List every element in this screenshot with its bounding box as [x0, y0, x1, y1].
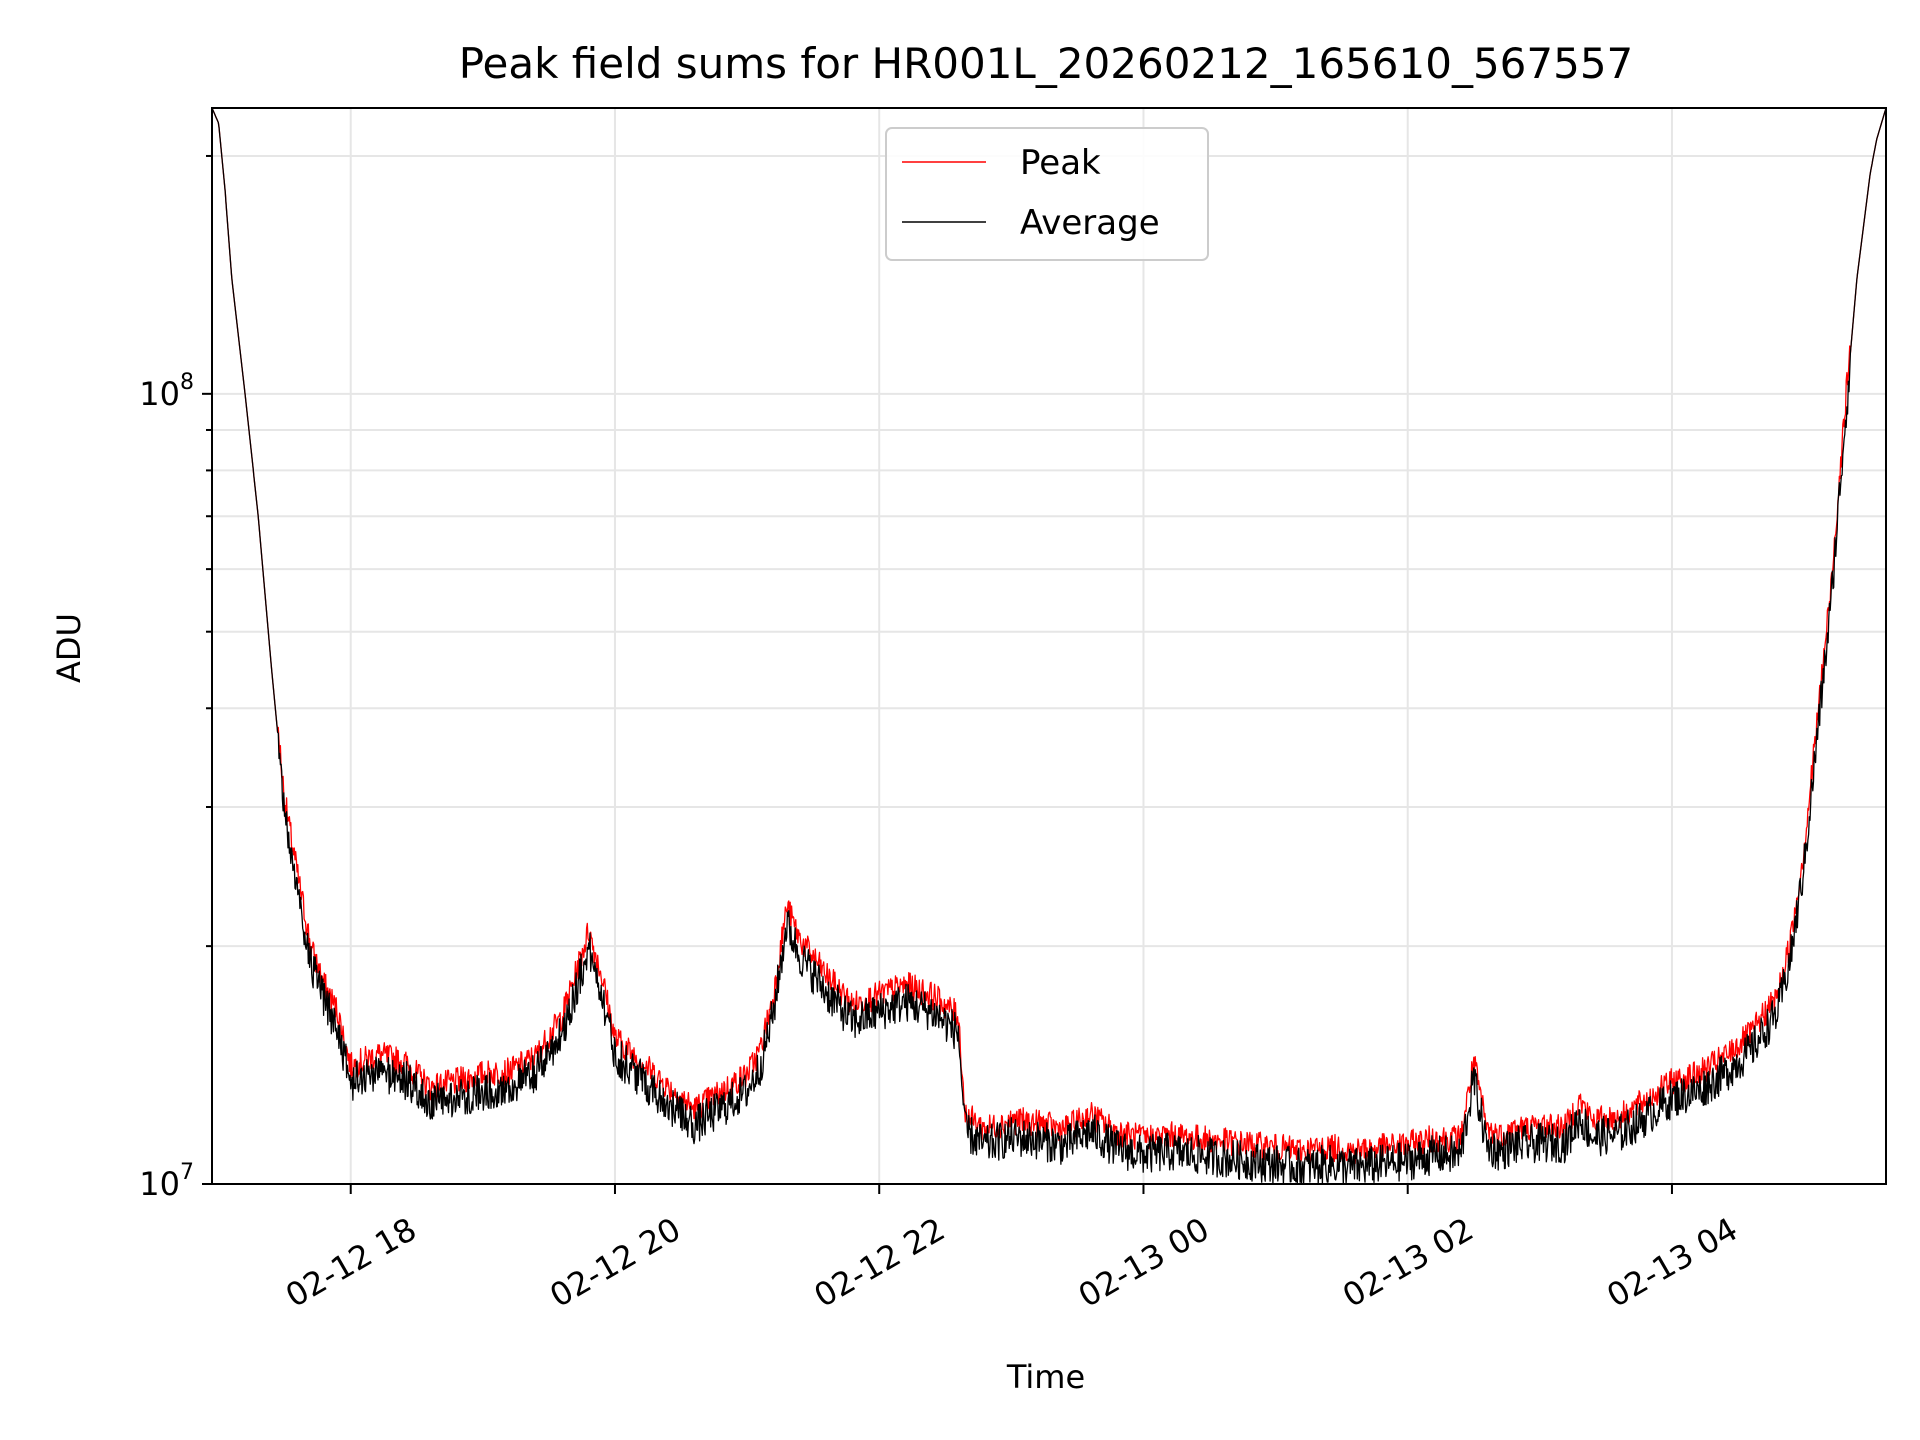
legend-label-peak: Peak — [1020, 143, 1101, 183]
chart-title: Peak field sums for HR001L_20260212_1656… — [459, 39, 1634, 88]
grid — [212, 108, 1886, 1185]
plot-frame — [211, 107, 1887, 1185]
series-line-average — [211, 107, 1887, 1185]
legend-label-average: Average — [1020, 203, 1160, 243]
series-layer — [211, 107, 1887, 1185]
y-tick-label: 107 — [139, 1160, 194, 1203]
legend-frame — [885, 127, 1209, 261]
y-tick-label: 108 — [139, 370, 194, 413]
x-axis-label: Time — [1006, 1358, 1085, 1396]
y-axis-label: ADU — [50, 613, 88, 683]
legend: Peak Average — [885, 127, 1209, 261]
